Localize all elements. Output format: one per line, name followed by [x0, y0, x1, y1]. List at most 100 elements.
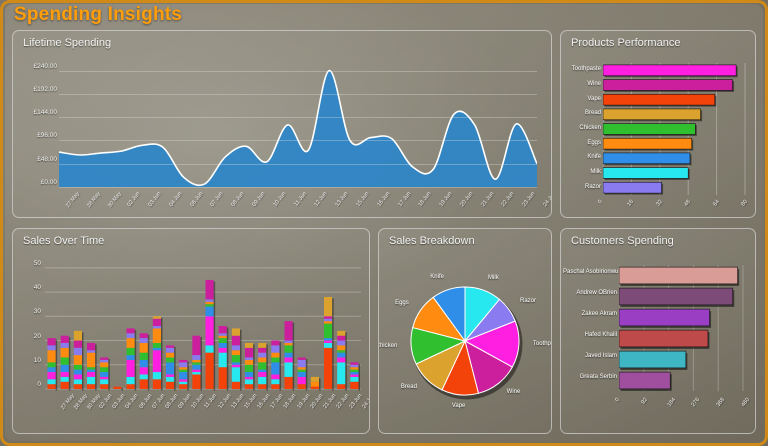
bar-category-label: Milk — [590, 169, 601, 175]
customers-spending-chart — [619, 265, 744, 391]
axis-tick-label: 16 Jun — [256, 393, 272, 410]
axis-tick-label: 27 May — [59, 393, 76, 412]
axis-tick-label: 13 Jun — [334, 191, 350, 208]
axis-tick-label: 03 Jun — [147, 191, 163, 208]
lifetime-spending-chart — [59, 59, 537, 187]
axis-tick-label: 20 — [33, 332, 41, 340]
axis-tick-label: 11 Jun — [203, 393, 219, 410]
axis-tick-label: 48 — [683, 199, 693, 208]
axis-tick-label: 09 Jun — [251, 191, 267, 208]
axis-tick-label: 10 Jun — [272, 191, 288, 208]
pie-slice-label: Eggs — [395, 299, 409, 306]
axis-tick-label: 23 Jun — [348, 393, 364, 410]
axis-tick-label: 32 — [655, 199, 664, 208]
bar-category-label: Hafed Khalil — [584, 331, 617, 338]
axis-tick-label: 02 Jun — [126, 191, 142, 208]
pie-slice-label: Knife — [430, 274, 444, 281]
axis-tick-label: £192.00 — [33, 85, 58, 93]
axis-tick-label: 23 Jun — [521, 191, 537, 208]
axis-tick-label: 40 — [33, 284, 41, 292]
axis-tick-label: 17 Jun — [396, 191, 413, 208]
axis-tick-label: 27 May — [65, 191, 82, 210]
axis-tick-label: 0 — [37, 381, 41, 388]
panel-title-customers: Customers Spending — [571, 235, 674, 247]
axis-tick-label: £0.00 — [40, 179, 57, 186]
axis-tick-label: £48.00 — [37, 155, 57, 163]
panel-title-products: Products Performance — [571, 37, 681, 49]
axis-tick-label: 30 May — [106, 191, 123, 210]
panel-sales-over-time: Sales Over Time 0 10 20 30 40 50 27 May 28 May… — [12, 228, 370, 434]
pie-slice-label: Wine — [506, 389, 521, 396]
axis-tick-label: 06 Jun — [189, 191, 205, 208]
pie-slice-label: Milk — [488, 274, 499, 281]
gridline — [59, 70, 537, 72]
axis-tick-label: 0 — [597, 199, 604, 206]
bar-category-label: Bread — [584, 110, 601, 117]
panel-title-sales-breakdown: Sales Breakdown — [389, 235, 475, 247]
axis-tick-label: 0 — [614, 397, 621, 404]
axis-tick-label: 10 Jun — [190, 393, 206, 410]
gridline — [59, 163, 537, 165]
bar-category-label: Knife — [587, 154, 601, 161]
axis-tick-label: 92 — [640, 397, 649, 406]
axis-tick-label: 30 — [33, 308, 41, 316]
bar-category-label: Andrew OBrien — [576, 289, 617, 296]
axis-tick-label: 21 Jun — [480, 191, 496, 208]
axis-tick-label: 20 Jun — [459, 191, 475, 208]
axis-tick-label: 11 Jun — [292, 191, 308, 208]
pie-slice-label: Razor — [520, 298, 537, 305]
panel-title-lifetime: Lifetime Spending — [23, 37, 112, 49]
axis-tick-label: 19 Jun — [438, 191, 454, 208]
axis-tick-label: 04 Jun — [168, 191, 184, 208]
panel-title-sales-over-time: Sales Over Time — [23, 235, 105, 247]
axis-tick-label: 18 Jun — [282, 393, 298, 410]
sales-breakdown-chart — [385, 253, 547, 425]
axis-tick-label: 24 Jun — [542, 191, 552, 208]
axis-tick-label: 17 Jun — [269, 393, 285, 410]
axis-tick-label: 15 Jun — [355, 191, 371, 208]
axis-tick-label: 03 Jun — [111, 393, 127, 410]
axis-tick-label: 80 — [740, 199, 749, 208]
panel-customers-spending: Customers Spending Paschal Asobirionwu An… — [560, 228, 756, 434]
axis-tick-label: 50 — [33, 259, 41, 267]
axis-tick-label: 06 Jun — [138, 393, 154, 410]
bar-category-label: Vape — [587, 95, 601, 102]
bar-category-label: Toothpaste — [571, 66, 601, 73]
axis-tick-label: 16 Jun — [376, 191, 392, 208]
axis-tick-label: 08 Jun — [230, 191, 246, 208]
axis-tick-label: 184 — [666, 397, 677, 409]
axis-tick-label: £144.00 — [33, 109, 58, 117]
bar-category-label: Greata Serbin — [579, 373, 617, 380]
panel-sales-breakdown: Sales Breakdown Milk Razor Toothpaste Wine V… — [378, 228, 552, 434]
pie-slice-label: Toothpaste — [532, 341, 551, 348]
axis-tick-label: 12 Jun — [313, 191, 329, 208]
axis-tick-label: 18 Jun — [417, 191, 433, 208]
pie-slice-label: Chicken — [379, 343, 398, 350]
products-performance-chart — [603, 63, 746, 195]
bar-category-label: Javed Islam — [584, 352, 617, 359]
bar-category-label: Razor — [584, 183, 601, 190]
gridline — [59, 140, 537, 142]
pie-slice-label: Bread — [400, 383, 417, 390]
gridline — [59, 93, 537, 95]
axis-tick-label: 09 Jun — [177, 393, 193, 410]
bar-category-label: Paschal Asobirionwu — [563, 268, 619, 275]
panel-lifetime-spending: Lifetime Spending £0.00 £48.00 £96.00 £144.… — [12, 30, 552, 218]
axis-tick-label: 22 Jun — [500, 191, 516, 208]
bar-category-label: Chicken — [579, 125, 601, 131]
page-title: Spending Insights — [14, 4, 183, 25]
axis-tick-label: 28 May — [85, 191, 102, 210]
axis-tick-label: 16 — [626, 199, 636, 208]
axis-tick-label: 22 Jun — [335, 393, 351, 410]
axis-tick-label: 64 — [711, 199, 721, 208]
axis-tick-label: 19 Jun — [296, 393, 312, 410]
axis-tick-label: 460 — [740, 397, 752, 409]
sales-over-time-chart — [45, 263, 361, 391]
axis-tick-label: £240.00 — [33, 62, 58, 70]
axis-tick-label: 12 Jun — [217, 393, 233, 410]
bar-category-label: Wine — [587, 81, 601, 87]
axis-tick-label: 04 Jun — [124, 393, 140, 410]
axis-tick-label: 276 — [690, 397, 702, 409]
gridline — [59, 187, 537, 188]
panel-products-performance: Products Performance Toothpaste Wine Vape B… — [560, 30, 756, 218]
